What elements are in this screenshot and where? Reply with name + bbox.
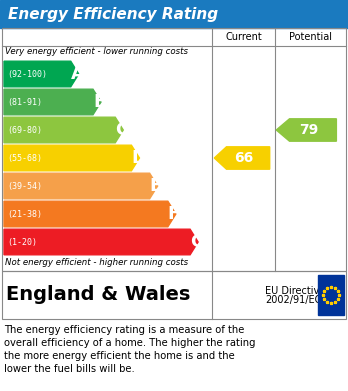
- Polygon shape: [4, 61, 79, 87]
- Text: lower the fuel bills will be.: lower the fuel bills will be.: [4, 364, 135, 374]
- Text: Current: Current: [226, 32, 262, 42]
- Bar: [318, 275, 344, 315]
- Text: Energy Efficiency Rating: Energy Efficiency Rating: [8, 7, 218, 22]
- Polygon shape: [4, 173, 158, 199]
- Polygon shape: [4, 117, 123, 143]
- Text: B: B: [93, 93, 106, 111]
- Text: (81-91): (81-91): [7, 97, 42, 106]
- Text: England & Wales: England & Wales: [6, 285, 190, 305]
- Text: (92-100): (92-100): [7, 70, 47, 79]
- Text: (21-38): (21-38): [7, 210, 42, 219]
- Text: Not energy efficient - higher running costs: Not energy efficient - higher running co…: [5, 258, 188, 267]
- Text: The energy efficiency rating is a measure of the: The energy efficiency rating is a measur…: [4, 325, 244, 335]
- Text: EU Directive: EU Directive: [265, 286, 325, 296]
- Bar: [2, 271, 346, 319]
- Text: 2002/91/EC: 2002/91/EC: [265, 295, 322, 305]
- Text: G: G: [190, 233, 205, 251]
- Text: Potential: Potential: [289, 32, 332, 42]
- Text: 79: 79: [299, 123, 318, 137]
- Polygon shape: [4, 229, 198, 255]
- Polygon shape: [4, 201, 176, 227]
- Text: F: F: [168, 205, 180, 223]
- Text: 66: 66: [234, 151, 254, 165]
- Text: (55-68): (55-68): [7, 154, 42, 163]
- Text: Very energy efficient - lower running costs: Very energy efficient - lower running co…: [5, 47, 188, 56]
- Polygon shape: [4, 89, 101, 115]
- Polygon shape: [4, 145, 140, 171]
- Polygon shape: [214, 147, 270, 169]
- Bar: [0, 0, 348, 28]
- Text: (1-20): (1-20): [7, 237, 37, 246]
- Text: A: A: [71, 65, 85, 83]
- Text: C: C: [115, 121, 128, 139]
- Text: the more energy efficient the home is and the: the more energy efficient the home is an…: [4, 351, 235, 361]
- Text: E: E: [150, 177, 162, 195]
- Text: (69-80): (69-80): [7, 126, 42, 135]
- Text: overall efficiency of a home. The higher the rating: overall efficiency of a home. The higher…: [4, 338, 255, 348]
- Bar: [2, 28, 346, 271]
- Polygon shape: [276, 119, 337, 141]
- Text: (39-54): (39-54): [7, 181, 42, 190]
- Text: D: D: [132, 149, 147, 167]
